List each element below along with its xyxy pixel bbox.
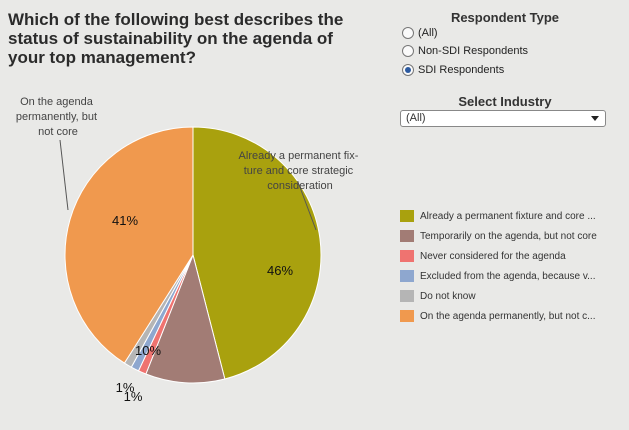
legend-item[interactable]: Excluded from the agenda, because v... — [400, 266, 625, 286]
pie-chart: On the agenda permanently, but not core … — [16, 96, 362, 404]
pie-slice[interactable] — [64, 126, 194, 364]
legend-swatch — [400, 270, 414, 282]
pie-slice[interactable] — [145, 253, 226, 384]
legend-item[interactable]: On the agenda permanently, but not c... — [400, 306, 625, 326]
legend-label: Temporarily on the agenda, but not core — [420, 230, 597, 242]
legend-swatch — [400, 290, 414, 302]
legend-item[interactable]: Temporarily on the agenda, but not core — [400, 226, 625, 246]
legend-label: Already a permanent fixture and core ... — [420, 210, 596, 222]
legend-swatch — [400, 230, 414, 242]
legend-item[interactable]: Already a permanent fixture and core ... — [400, 206, 625, 226]
radio-label: (All) — [418, 27, 438, 39]
legend-label: On the agenda permanently, but not c... — [420, 310, 596, 322]
radio-label: Non-SDI Respondents — [418, 45, 529, 57]
chevron-down-icon[interactable] — [591, 116, 599, 121]
radio-option-sdi[interactable]: SDI Respondents — [402, 61, 504, 79]
slice-value-label: 41% — [112, 213, 138, 228]
radio-button-icon[interactable] — [402, 27, 414, 39]
legend: Already a permanent fixture and core ...… — [400, 206, 625, 326]
legend-swatch — [400, 210, 414, 222]
slice-value-label: 46% — [267, 263, 293, 278]
pie-slices — [64, 126, 322, 384]
legend-label: Excluded from the agenda, because v... — [420, 270, 596, 282]
chart-title: Which of the following best describes th… — [8, 10, 344, 67]
slice-value-label: 10% — [135, 343, 161, 358]
respondent-type-heading: Respondent Type — [450, 10, 560, 25]
legend-label: Do not know — [420, 290, 476, 302]
legend-swatch — [400, 310, 414, 322]
slice-labels: 46% 10% 1%1% 41% — [112, 213, 293, 404]
radio-option-all[interactable]: (All) — [402, 24, 438, 42]
callout-top: On the agenda permanently, but not core — [16, 96, 100, 138]
industry-dropdown-value: (All) — [406, 112, 426, 124]
slice-value-label: 1% — [116, 380, 135, 395]
legend-label: Never considered for the agenda — [420, 250, 566, 262]
radio-option-non-sdi[interactable]: Non-SDI Respondents — [402, 42, 528, 60]
industry-dropdown[interactable]: (All) — [400, 110, 606, 127]
select-industry-heading: Select Industry — [458, 94, 552, 109]
legend-swatch — [400, 250, 414, 262]
legend-item[interactable]: Do not know — [400, 286, 625, 306]
callout-leader-line — [297, 181, 317, 231]
callout-right: Already a permanent fix- ture and core s… — [239, 150, 362, 192]
callout-leader-line — [59, 139, 69, 211]
radio-label: SDI Respondents — [418, 64, 505, 76]
pie-slice[interactable] — [192, 126, 322, 380]
legend-item[interactable]: Never considered for the agenda — [400, 246, 625, 266]
radio-button-icon[interactable] — [402, 45, 414, 57]
radio-button-icon[interactable] — [402, 64, 414, 76]
slice-value-label: 1% — [124, 389, 143, 404]
